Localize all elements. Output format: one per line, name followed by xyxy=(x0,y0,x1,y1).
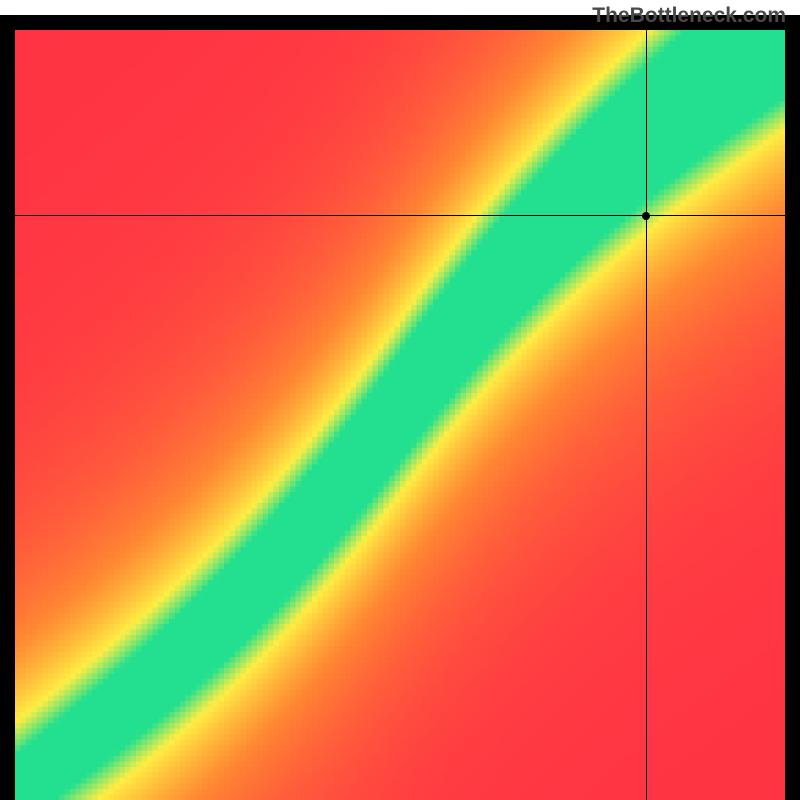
heatmap-plot-area xyxy=(15,30,785,800)
frame-left xyxy=(0,15,15,800)
crosshair-vertical xyxy=(646,30,647,800)
watermark-text: TheBottleneck.com xyxy=(592,4,786,28)
frame-right xyxy=(785,15,800,800)
heatmap-canvas xyxy=(15,30,785,800)
chart-container: TheBottleneck.com xyxy=(0,0,800,800)
crosshair-marker xyxy=(642,212,650,220)
crosshair-horizontal xyxy=(15,215,785,216)
